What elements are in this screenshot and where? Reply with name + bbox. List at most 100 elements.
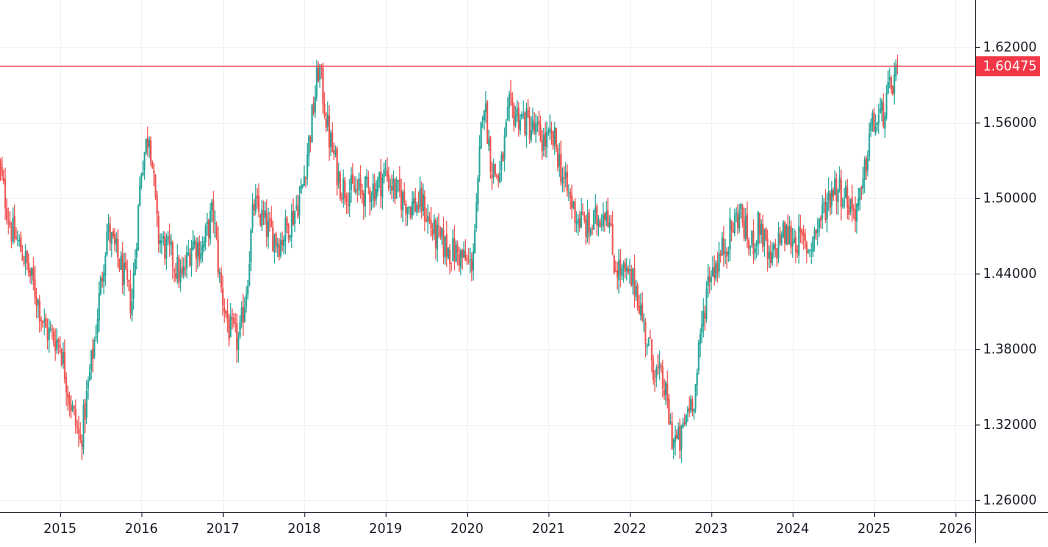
candle[interactable] <box>852 204 855 220</box>
candle[interactable] <box>463 241 465 259</box>
candle[interactable] <box>726 247 728 269</box>
candle[interactable] <box>373 173 376 208</box>
candle[interactable] <box>394 178 396 204</box>
candle[interactable] <box>330 129 332 156</box>
candle[interactable] <box>441 227 443 245</box>
candle[interactable] <box>774 238 777 258</box>
candle[interactable] <box>776 247 778 267</box>
candle[interactable] <box>489 136 492 179</box>
candle[interactable] <box>254 183 257 216</box>
candle[interactable] <box>26 250 28 271</box>
candle[interactable] <box>79 422 82 444</box>
candle[interactable] <box>397 179 399 193</box>
candle[interactable] <box>510 79 512 106</box>
candle[interactable] <box>203 236 205 252</box>
candle[interactable] <box>773 242 775 259</box>
candle[interactable] <box>629 258 631 284</box>
candle[interactable] <box>445 220 448 267</box>
candle[interactable] <box>654 370 656 392</box>
candle[interactable] <box>15 227 17 241</box>
candle[interactable] <box>694 383 697 414</box>
candle[interactable] <box>807 248 810 254</box>
candle[interactable] <box>602 202 604 232</box>
candle[interactable] <box>459 248 462 276</box>
candle[interactable] <box>857 187 860 212</box>
candle[interactable] <box>539 115 542 142</box>
candle[interactable] <box>73 404 75 416</box>
candle[interactable] <box>367 170 370 195</box>
candle[interactable] <box>621 264 623 280</box>
candle[interactable] <box>278 238 280 261</box>
candle[interactable] <box>541 130 543 160</box>
candle[interactable] <box>281 231 284 252</box>
candle[interactable] <box>585 215 587 245</box>
candle[interactable] <box>622 260 625 283</box>
candle[interactable] <box>751 230 753 248</box>
candle[interactable] <box>724 238 727 265</box>
candle[interactable] <box>567 184 570 202</box>
candle[interactable] <box>525 102 528 148</box>
candle[interactable] <box>563 166 565 192</box>
candle[interactable] <box>347 192 349 214</box>
candle[interactable] <box>466 254 468 265</box>
candle[interactable] <box>815 229 817 240</box>
candle[interactable] <box>411 191 414 220</box>
candle[interactable] <box>436 216 439 263</box>
candle[interactable] <box>217 226 219 278</box>
candle[interactable] <box>885 84 888 121</box>
candle[interactable] <box>187 239 190 257</box>
candle[interactable] <box>395 176 398 199</box>
candle[interactable] <box>870 118 872 138</box>
candle[interactable] <box>201 236 204 263</box>
candle[interactable] <box>782 219 785 239</box>
candle[interactable] <box>600 214 603 232</box>
candle[interactable] <box>796 245 799 258</box>
candle[interactable] <box>384 159 387 177</box>
candle[interactable] <box>99 275 102 296</box>
candle[interactable] <box>290 203 293 249</box>
candle[interactable] <box>851 184 853 222</box>
candle[interactable] <box>115 232 118 254</box>
candle[interactable] <box>495 173 498 179</box>
candle[interactable] <box>506 97 509 122</box>
candle[interactable] <box>704 305 706 331</box>
candle[interactable] <box>522 100 525 120</box>
candle[interactable] <box>140 172 143 190</box>
candle[interactable] <box>544 122 547 158</box>
candle[interactable] <box>76 419 79 434</box>
candle[interactable] <box>359 165 362 199</box>
candle[interactable] <box>749 245 752 257</box>
candle[interactable] <box>439 226 442 240</box>
candle[interactable] <box>758 212 761 245</box>
candle[interactable] <box>810 242 813 265</box>
candle[interactable] <box>697 339 700 375</box>
candle[interactable] <box>134 249 136 276</box>
candle[interactable] <box>835 172 838 215</box>
candle[interactable] <box>215 221 218 241</box>
candle[interactable] <box>818 217 821 237</box>
candle[interactable] <box>284 209 287 255</box>
candle[interactable] <box>106 223 108 257</box>
candle[interactable] <box>295 195 298 211</box>
candle[interactable] <box>168 223 171 257</box>
candle[interactable] <box>175 263 177 282</box>
candle[interactable] <box>824 189 827 223</box>
candle[interactable] <box>92 338 94 373</box>
candle[interactable] <box>863 156 866 194</box>
candle[interactable] <box>874 114 877 136</box>
candle[interactable] <box>671 412 673 450</box>
candle[interactable] <box>82 399 85 455</box>
candle[interactable] <box>610 214 612 227</box>
candle[interactable] <box>686 405 689 423</box>
candle[interactable] <box>447 247 450 260</box>
candle[interactable] <box>348 178 351 218</box>
candle[interactable] <box>123 252 125 296</box>
candle[interactable] <box>444 235 446 265</box>
candle[interactable] <box>738 203 741 234</box>
candle[interactable] <box>142 160 144 177</box>
candle[interactable] <box>408 206 410 216</box>
candle[interactable] <box>351 163 354 185</box>
candle[interactable] <box>735 207 738 223</box>
candle[interactable] <box>591 224 594 236</box>
candle[interactable] <box>613 254 615 275</box>
